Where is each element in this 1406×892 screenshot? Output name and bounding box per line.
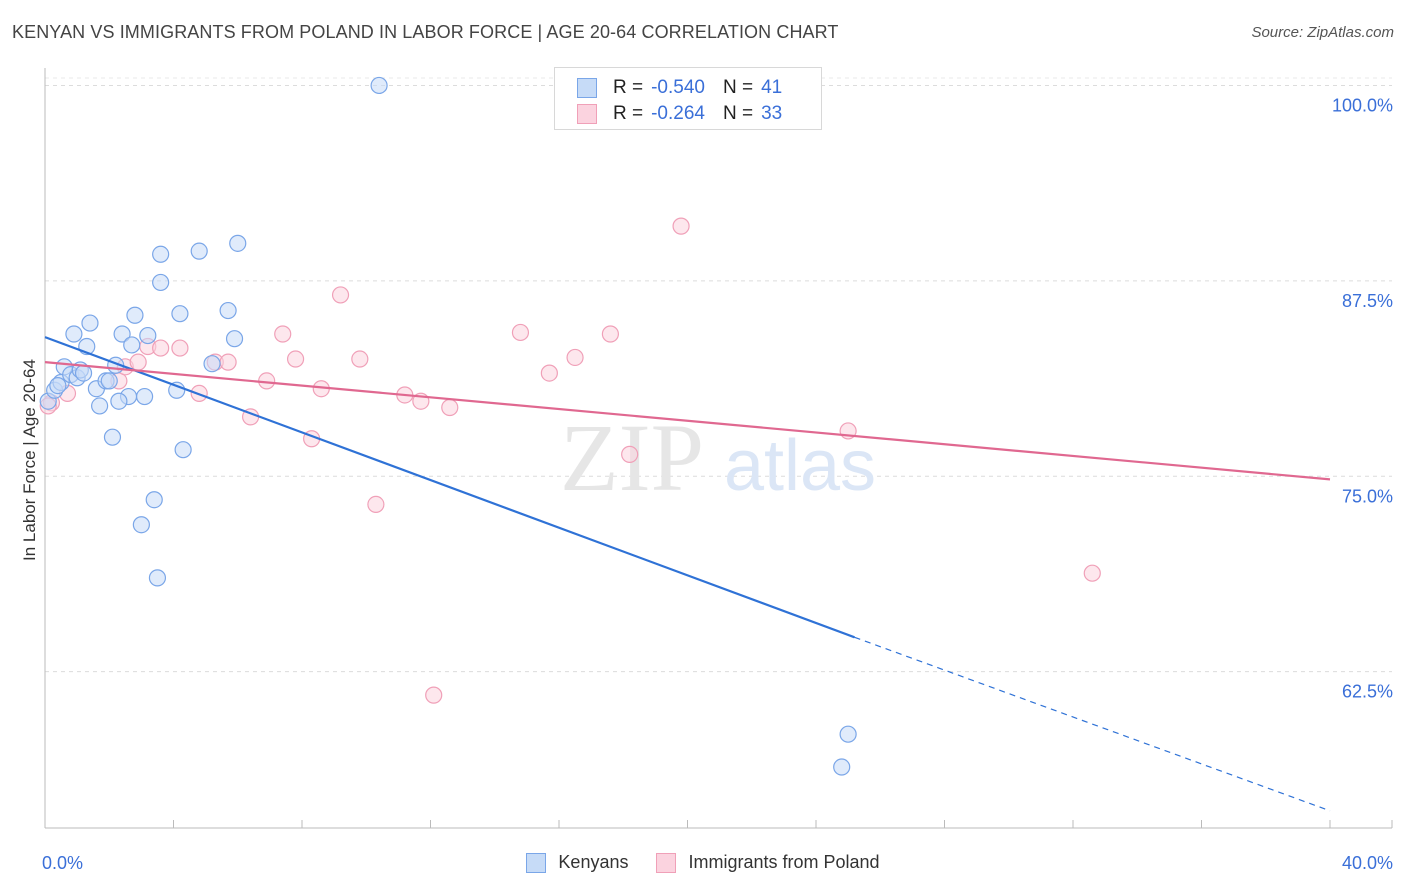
kenyan-point <box>203 355 221 373</box>
kenyan-point <box>100 372 118 390</box>
legend-r-label: R = <box>613 103 644 124</box>
y-tick-label: 87.5% <box>1342 291 1393 311</box>
y-tick-label: 100.0% <box>1332 95 1393 115</box>
poland-trend-line <box>44 361 1331 481</box>
poland-point <box>601 325 620 343</box>
kenyan-point <box>229 234 247 252</box>
kenyan-point <box>370 76 388 95</box>
legend-n-value: 41 <box>761 77 783 98</box>
kenyan-point <box>110 392 128 410</box>
axes <box>44 68 1393 829</box>
grid-lines <box>45 77 1392 673</box>
poland-point <box>331 286 350 304</box>
poland-point <box>152 339 170 357</box>
kenyan-point <box>81 314 99 332</box>
chart-title: KENYAN VS IMMIGRANTS FROM POLAND IN LABO… <box>12 22 839 42</box>
legend-n-label: N = <box>722 77 754 98</box>
kenyan-point <box>148 569 167 587</box>
legend-item-kenyans: Kenyans <box>526 852 628 873</box>
kenyan-point <box>65 325 83 343</box>
legend-item-poland: Immigrants from Poland <box>656 852 880 873</box>
x-tick-label: 40.0% <box>1342 853 1393 873</box>
kenyan-point <box>123 336 141 354</box>
series-kenyans-points <box>39 76 857 776</box>
legend-label-poland: Immigrants from Poland <box>688 852 880 872</box>
kenyan-point <box>833 758 851 776</box>
legend-label-kenyans: Kenyans <box>558 852 629 872</box>
poland-point <box>511 323 530 342</box>
watermark-atlas: atlas <box>724 426 876 506</box>
legend-row-kenyans: R = -0.540 N = 41 <box>577 76 782 100</box>
kenyan-point <box>225 330 244 348</box>
kenyan-point <box>135 387 154 406</box>
kenyan-point <box>219 301 237 320</box>
legend-r-value: -0.540 <box>651 77 705 98</box>
legend-swatch-kenyans <box>577 78 597 98</box>
kenyans-trend-extension <box>854 636 1331 812</box>
kenyan-point <box>152 273 170 292</box>
kenyan-point <box>145 491 163 509</box>
y-tick-labels: 62.5% 75.0% 87.5% 100.0% <box>1332 95 1393 701</box>
kenyan-point <box>49 376 67 395</box>
poland-point <box>171 339 189 357</box>
x-tick-label: 0.0% <box>42 853 83 873</box>
legend-row-poland: R = -0.264 N = 33 <box>577 102 782 126</box>
poland-point <box>219 353 237 371</box>
poland-point <box>425 686 443 704</box>
poland-point <box>441 398 459 417</box>
kenyan-point <box>113 325 131 343</box>
poland-point <box>286 350 305 368</box>
poland-point <box>1083 564 1101 582</box>
legend-n-label: N = <box>722 103 754 124</box>
legend-swatch-poland <box>656 852 677 873</box>
kenyan-point <box>139 326 157 345</box>
kenyan-point <box>74 364 93 382</box>
poland-point <box>672 217 690 235</box>
legend-swatch-poland <box>577 104 597 124</box>
kenyan-point <box>171 305 189 323</box>
kenyan-point <box>152 245 170 263</box>
watermark: ZIP atlas <box>560 404 876 511</box>
poland-point <box>540 364 558 382</box>
legend-swatch-kenyans <box>526 852 547 873</box>
poland-point <box>129 353 147 371</box>
series-legend: Kenyans Immigrants from Poland <box>0 852 1406 873</box>
kenyan-point <box>91 397 109 415</box>
chart-source: Source: ZipAtlas.com <box>1251 24 1394 41</box>
kenyans-trend-line <box>44 336 855 639</box>
x-tick-labels: 0.0% 40.0% <box>42 853 1393 873</box>
kenyan-point <box>174 441 192 459</box>
kenyan-point <box>839 725 857 743</box>
poland-point <box>566 348 584 367</box>
legend-r-label: R = <box>613 77 644 98</box>
y-tick-label: 62.5% <box>1342 682 1393 702</box>
trend-lines <box>44 336 1331 812</box>
kenyan-point <box>190 242 208 260</box>
poland-point <box>367 495 385 514</box>
poland-point <box>274 325 292 343</box>
poland-point <box>351 350 369 368</box>
kenyan-point <box>126 306 144 324</box>
poland-point <box>621 445 639 463</box>
legend-r-value: -0.264 <box>651 103 705 124</box>
series-poland-points <box>39 217 1101 704</box>
kenyan-point <box>103 428 122 446</box>
y-tick-label: 75.0% <box>1342 486 1393 506</box>
kenyan-point <box>132 516 150 534</box>
legend-n-value: 33 <box>761 103 783 124</box>
correlation-legend: R = -0.540 N = 41 R = -0.264 N = 33 <box>554 67 822 130</box>
